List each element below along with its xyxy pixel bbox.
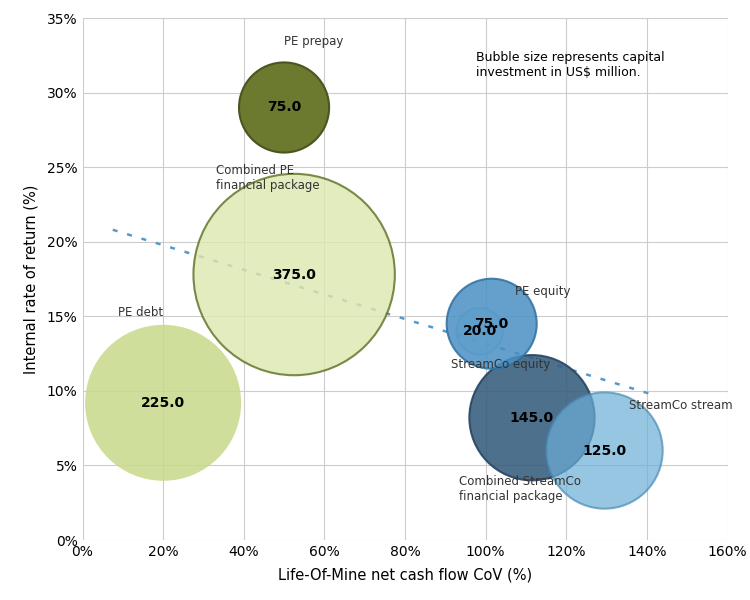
- Ellipse shape: [456, 308, 503, 355]
- Text: Combined StreamCo
financial package: Combined StreamCo financial package: [460, 475, 581, 503]
- X-axis label: Life-Of-Mine net cash flow CoV (%): Life-Of-Mine net cash flow CoV (%): [278, 567, 532, 582]
- Text: PE prepay: PE prepay: [284, 35, 344, 48]
- Ellipse shape: [239, 62, 329, 152]
- Ellipse shape: [470, 355, 595, 481]
- Text: PE equity: PE equity: [514, 286, 570, 298]
- Text: PE debt: PE debt: [118, 306, 163, 319]
- Text: 125.0: 125.0: [583, 443, 626, 458]
- Text: 20.0: 20.0: [463, 324, 496, 338]
- Ellipse shape: [447, 279, 537, 369]
- Text: StreamCo stream: StreamCo stream: [628, 399, 732, 412]
- Ellipse shape: [85, 325, 242, 481]
- Text: 225.0: 225.0: [141, 396, 185, 410]
- Text: 375.0: 375.0: [272, 268, 316, 281]
- Text: StreamCo equity: StreamCo equity: [452, 358, 550, 371]
- Y-axis label: Internal rate of return (%): Internal rate of return (%): [23, 184, 38, 374]
- Ellipse shape: [194, 174, 394, 375]
- Text: Combined PE
financial package: Combined PE financial package: [215, 164, 320, 193]
- Ellipse shape: [547, 392, 663, 509]
- Text: Bubble size represents capital
investment in US$ million.: Bubble size represents capital investmen…: [476, 51, 664, 79]
- Text: 75.0: 75.0: [475, 317, 508, 331]
- Text: 75.0: 75.0: [267, 100, 302, 115]
- Text: 145.0: 145.0: [510, 411, 554, 425]
